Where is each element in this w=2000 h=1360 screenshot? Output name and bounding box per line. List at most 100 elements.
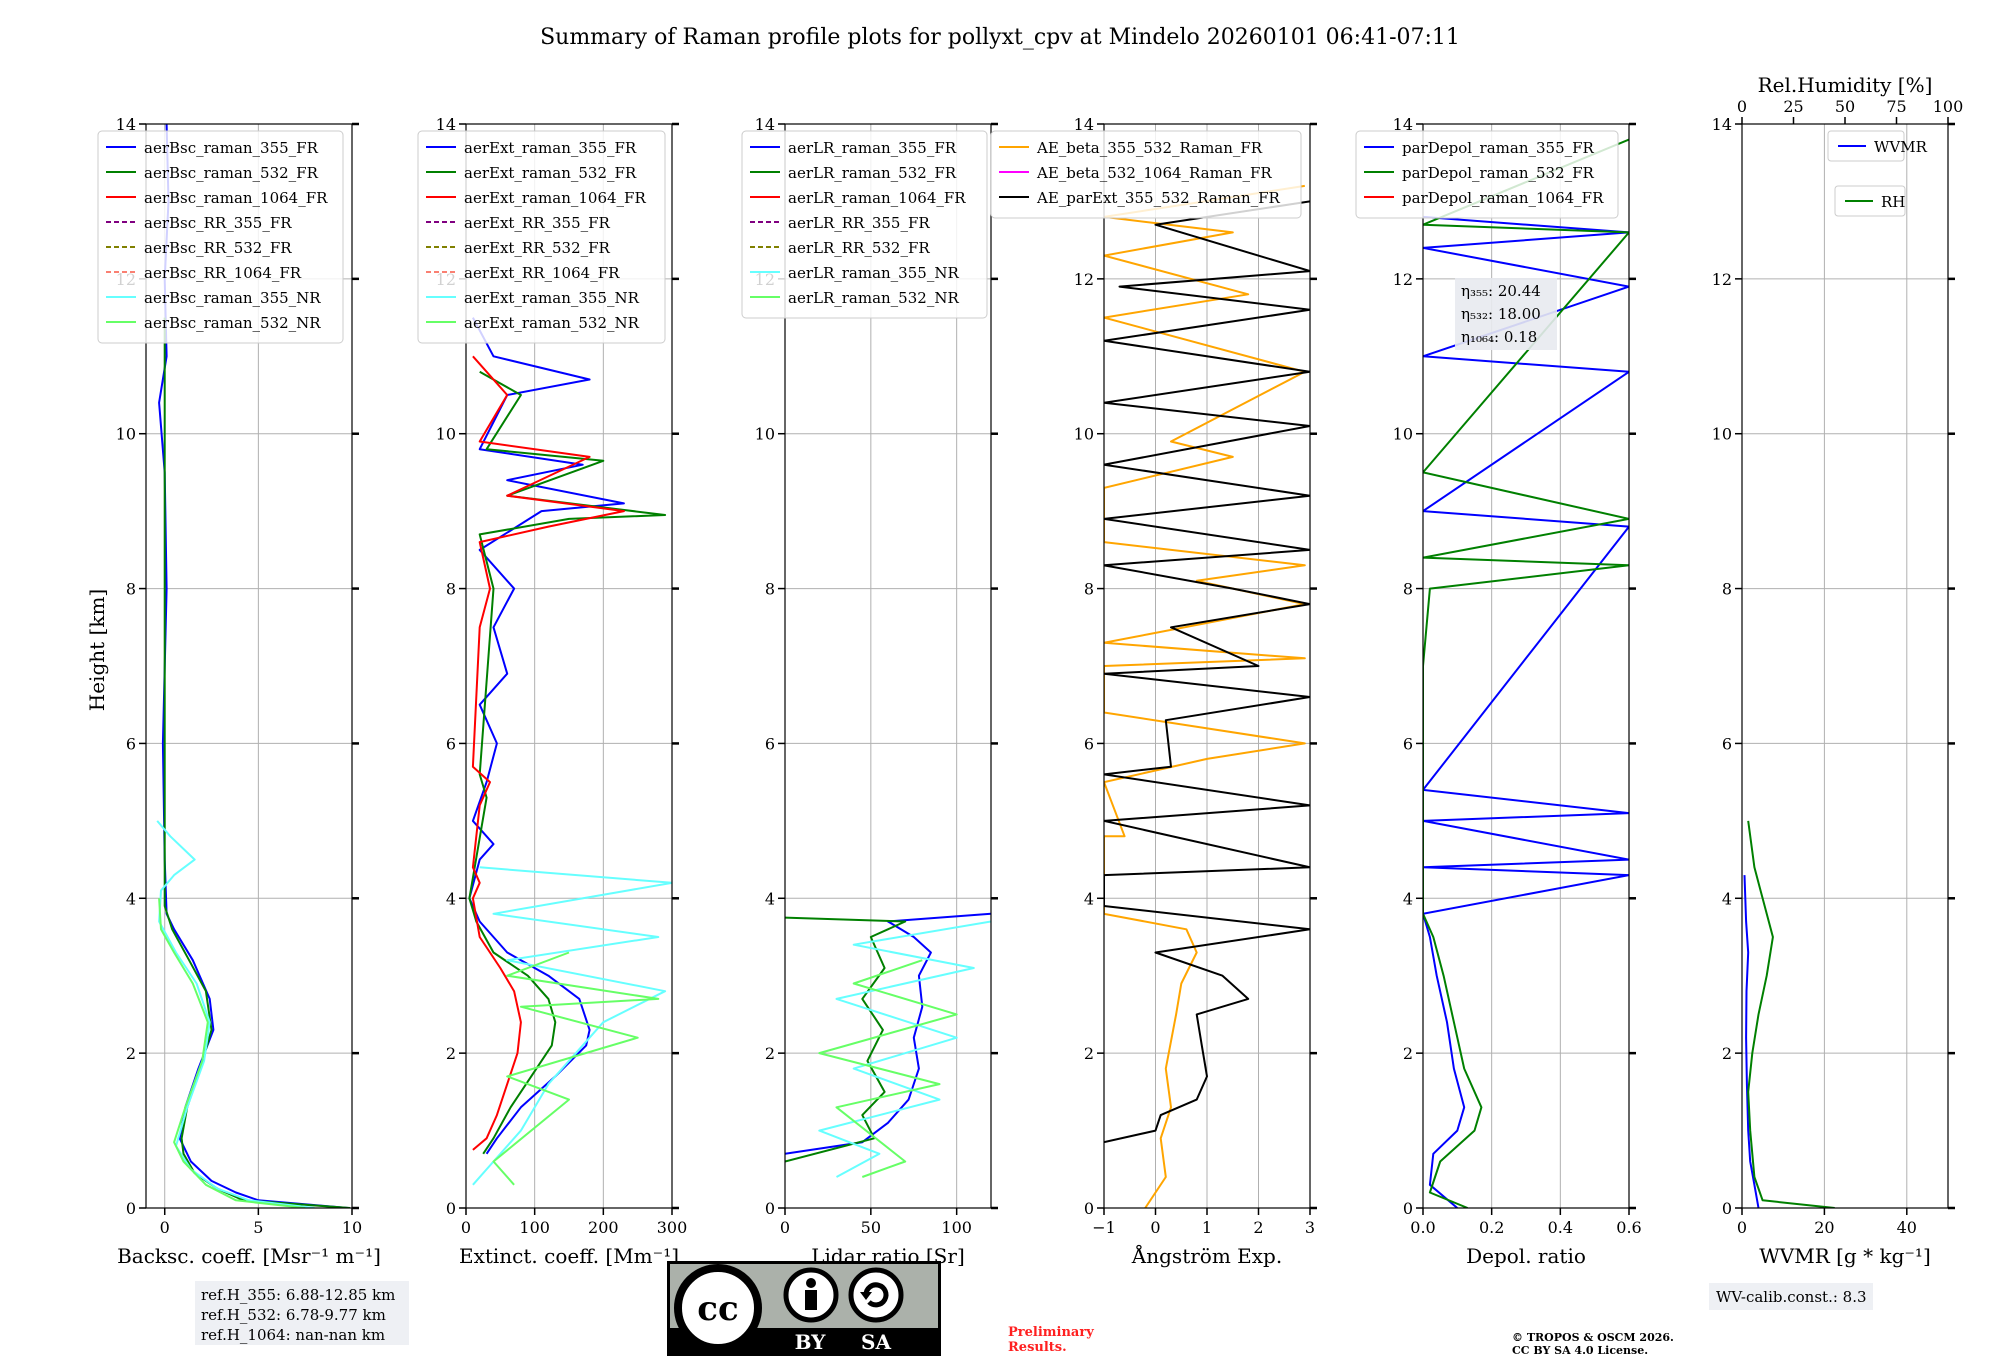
legend-label-wv: RH xyxy=(1881,193,1905,211)
x-tick-label-ext: 100 xyxy=(519,1218,550,1237)
legend-label-lr: aerLR_raman_355_NR xyxy=(788,264,959,282)
x-axis-label-ae: Ångström Exp. xyxy=(1131,1243,1282,1268)
series-group-bsc xyxy=(156,124,351,1208)
y-tick-label-ae: 0 xyxy=(1084,1199,1094,1218)
x-tick-label-bsc: 0 xyxy=(160,1218,170,1237)
copyright-line-2: CC BY SA 4.0 License. xyxy=(1512,1344,1648,1357)
x-axis-label-bsc: Backsc. coeff. [Msr⁻¹ m⁻¹] xyxy=(117,1244,381,1268)
x-tick-label-depol: 0.2 xyxy=(1479,1218,1504,1237)
cc-sa-label: SA xyxy=(861,1330,891,1354)
y-axis-label: Height [km] xyxy=(85,589,109,711)
x-tick-label-lr: 0 xyxy=(780,1218,790,1237)
legend-box-ext xyxy=(417,130,666,344)
copyright-line-1: © TROPOS & OSCM 2026. xyxy=(1512,1331,1674,1344)
y-tick-label-wv: 6 xyxy=(1722,734,1732,753)
legend-label-bsc: aerBsc_RR_355_FR xyxy=(144,214,292,232)
y-tick-label-depol: 10 xyxy=(1393,425,1413,444)
y-tick-label-depol: 4 xyxy=(1403,889,1413,908)
legend-label-lr: aerLR_raman_532_NR xyxy=(788,289,959,307)
legend-label-ext: aerExt_raman_355_NR xyxy=(464,289,640,307)
y-tick-label-ext: 0 xyxy=(446,1199,456,1218)
x-tick-label-ext: 200 xyxy=(588,1218,619,1237)
panel-lr: 02468101214050100Lidar ratio [Sr]aerLR_r… xyxy=(741,115,998,1268)
legend-label-bsc: aerBsc_raman_532_FR xyxy=(144,164,319,182)
top-tick-label-wv: 50 xyxy=(1835,97,1855,116)
y-tick-label-ae: 6 xyxy=(1084,734,1094,753)
series-aerBsc_raman_532_FR xyxy=(163,317,351,1208)
y-tick-label-ext: 10 xyxy=(436,425,456,444)
series-aerExt_raman_1064_FR xyxy=(471,355,625,1151)
panel-wv: 0 2 4 6 8 10 12 14 0 20 40 WVMR [g * kg⁻¹] 0 25 50 75 10… xyxy=(1712,73,1964,1268)
share-alike-icon xyxy=(848,1267,904,1323)
y-tick-label-lr: 6 xyxy=(765,734,775,753)
refh-1064: ref.H_1064: nan-nan km xyxy=(201,1326,385,1344)
legend-label-ext: aerExt_raman_355_FR xyxy=(464,139,637,157)
panel-depol: 0 2 4 6 8 10 12 14 0.0 0.2 0.4 0.6 Depol. ratio parDe… xyxy=(1355,115,1642,1268)
legend-label-lr: aerLR_raman_1064_FR xyxy=(788,189,966,207)
top-tick-label-wv: 100 xyxy=(1933,97,1964,116)
y-tick-label-depol: 14 xyxy=(1393,115,1413,134)
y-tick-label-wv: 8 xyxy=(1722,580,1732,599)
y-tick-label-bsc: 14 xyxy=(116,115,136,134)
series-aerExt_raman_355_NR xyxy=(472,866,672,1186)
y-tick-label-lr: 14 xyxy=(755,115,775,134)
series-parDepol_raman_355_FR xyxy=(1423,215,1629,1208)
y-tick-label-ext: 4 xyxy=(446,889,456,908)
legend-ae: AE_beta_355_532_Raman_FR AE_beta_532_1064… xyxy=(990,130,1302,219)
y-tick-label-ext: 6 xyxy=(446,734,456,753)
top-tick-label-wv: 25 xyxy=(1783,97,1803,116)
panel-ext: 024681012140100200300Extinct. coeff. [Mm… xyxy=(417,115,687,1268)
y-tick-label-lr: 10 xyxy=(755,425,775,444)
x-tick-label-depol: 0.4 xyxy=(1548,1218,1573,1237)
y-tick-label-depol: 8 xyxy=(1403,580,1413,599)
panel-bsc: 024681012140510Backsc. coeff. [Msr⁻¹ m⁻¹… xyxy=(97,115,381,1268)
panels: 024681012140510Backsc. coeff. [Msr⁻¹ m⁻¹… xyxy=(97,73,1964,1268)
series-RH xyxy=(1747,820,1835,1208)
legend-lr: aerLR_raman_355_FR aerLR_raman_532_FR aerL… xyxy=(741,130,988,319)
legend-depol: parDepol_raman_355_FR parDepol_raman_532_… xyxy=(1355,130,1619,219)
y-tick-label-lr: 0 xyxy=(765,1199,775,1218)
x-tick-label-depol: 0.6 xyxy=(1616,1218,1641,1237)
x-tick-label-lr: 100 xyxy=(941,1218,972,1237)
legend-label-lr: aerLR_raman_532_FR xyxy=(788,164,957,182)
cc-logo-text: cc xyxy=(697,1289,738,1329)
eta-value: η₃₅₅: 20.44 xyxy=(1461,282,1541,300)
legend-label-ext: aerExt_raman_532_FR xyxy=(464,164,637,182)
x-tick-label-bsc: 10 xyxy=(342,1218,362,1237)
y-tick-label-depol: 6 xyxy=(1403,734,1413,753)
cc-license-badge: cc BY SA xyxy=(667,1261,941,1356)
y-tick-label-wv: 12 xyxy=(1712,270,1732,289)
x-tick-label-wv: 20 xyxy=(1814,1218,1834,1237)
legend-box-lr xyxy=(741,130,988,319)
y-tick-label-wv: 2 xyxy=(1722,1044,1732,1063)
x-axis-label-wv: WVMR [g * kg⁻¹] xyxy=(1759,1244,1931,1268)
legend-label-ae: AE_beta_532_1064_Raman_FR xyxy=(1036,164,1272,182)
legend-label-depol: parDepol_raman_532_FR xyxy=(1402,164,1595,182)
y-tick-label-ae: 2 xyxy=(1084,1044,1094,1063)
series-group-ae xyxy=(1104,184,1310,1208)
y-tick-label-depol: 2 xyxy=(1403,1044,1413,1063)
axes-frame-ext xyxy=(465,123,673,1209)
axes-frame-bsc xyxy=(145,123,353,1209)
figure-title: Summary of Raman profile plots for polly… xyxy=(540,25,1460,50)
series-group-wv xyxy=(1743,820,1835,1208)
y-tick-label-wv: 14 xyxy=(1712,115,1732,134)
legend-label-bsc: aerBsc_RR_532_FR xyxy=(144,239,292,257)
legend-ext: aerExt_raman_355_FR aerExt_raman_532_FRae… xyxy=(417,130,666,344)
x-tick-label-ae: 3 xyxy=(1305,1218,1315,1237)
y-tick-label-ae: 14 xyxy=(1074,115,1094,134)
legend-label-ext: aerExt_RR_532_FR xyxy=(464,239,611,257)
refh-box: ref.H_355: 6.88-12.85 km ref.H_532: 6.78… xyxy=(195,1281,409,1345)
series-aerLR_raman_532_NR xyxy=(818,959,958,1178)
refh-355: ref.H_355: 6.88-12.85 km xyxy=(201,1286,395,1304)
refh-box-background xyxy=(195,1281,409,1345)
top-tick-label-wv: 0 xyxy=(1737,97,1747,116)
legend-label-ae: AE_parExt_355_532_Raman_FR xyxy=(1036,189,1281,207)
refh-532: ref.H_532: 6.78-9.77 km xyxy=(201,1306,386,1324)
legend-label-bsc: aerBsc_RR_1064_FR xyxy=(144,264,302,282)
y-tick-label-wv: 10 xyxy=(1712,425,1732,444)
legend-label-wv: WVMR xyxy=(1874,138,1928,156)
preliminary-line-1: Preliminary xyxy=(1008,1325,1094,1340)
legend-label-ae: AE_beta_355_532_Raman_FR xyxy=(1036,139,1263,157)
y-tick-label-ae: 8 xyxy=(1084,580,1094,599)
